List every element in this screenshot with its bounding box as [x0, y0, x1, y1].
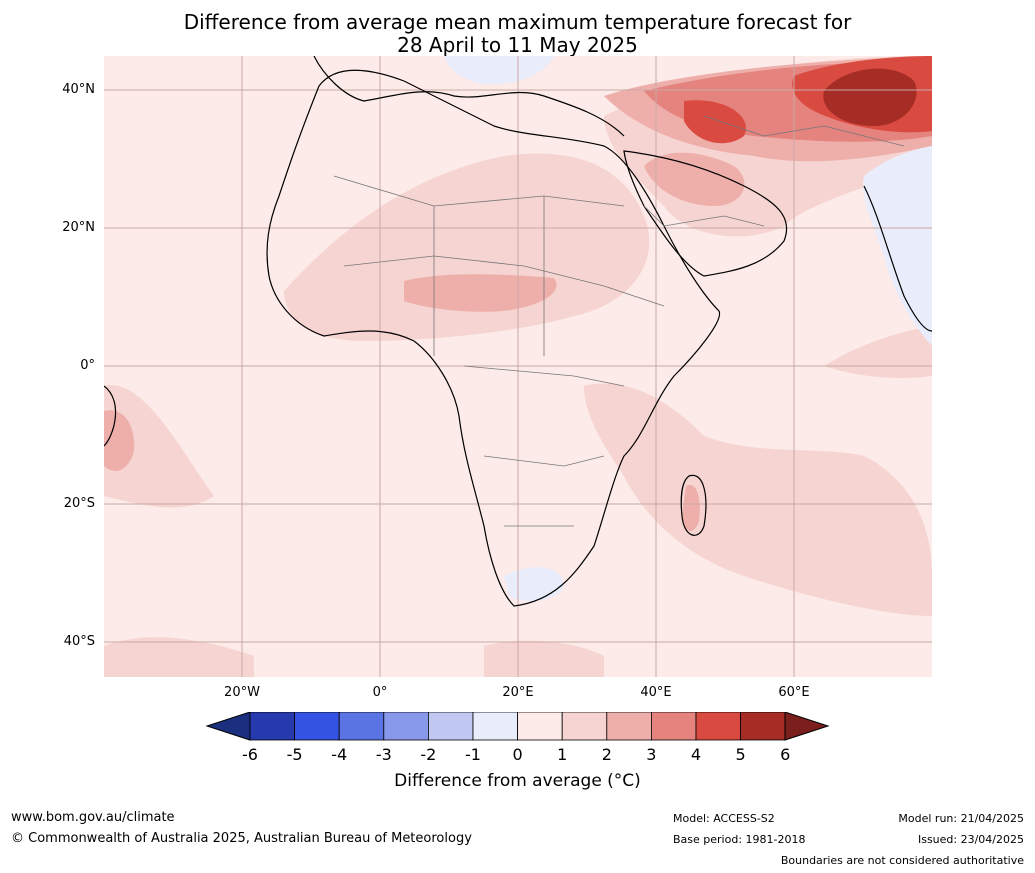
colorbar-tick-label: -4 — [331, 745, 348, 764]
footer-model-run: Model run: 21/04/2025 — [898, 812, 1024, 825]
graticule — [104, 56, 932, 677]
africa-coastline — [266, 69, 721, 607]
footer-url: www.bom.gov.au/climate — [11, 810, 175, 825]
map-title-line2: 28 April to 11 May 2025 — [397, 33, 638, 57]
footer-model: Model: ACCESS-S2 — [673, 812, 775, 825]
colorbar-box — [561, 712, 608, 741]
lat-label-0: 0° — [80, 358, 95, 373]
colorbar-tick-label: -2 — [420, 745, 437, 764]
colorbar-box — [606, 712, 652, 741]
colorbar-label: Difference from average (°C) — [394, 771, 641, 791]
colorbar-box — [472, 712, 518, 741]
south-america-coastline — [104, 385, 117, 447]
colorbar — [205, 712, 830, 741]
colorbar-tick-label: 0 — [512, 745, 523, 764]
colorbar-tick-label: 1 — [557, 745, 568, 764]
anomaly-shading — [104, 56, 932, 677]
colorbar-tick-label: 3 — [646, 745, 657, 764]
madagascar-coastline — [680, 474, 707, 536]
lon-label-60e: 60°E — [778, 685, 810, 700]
colorbar-box — [650, 712, 697, 741]
anomaly-map — [104, 56, 932, 677]
lon-label-40e: 40°E — [640, 685, 672, 700]
colorbar-tick-label: -6 — [242, 745, 258, 764]
lat-label-40s: 40°S — [63, 634, 95, 649]
colorbar-over-arrow — [784, 712, 830, 741]
colorbar-boxes — [249, 712, 786, 741]
lat-label-20n: 20°N — [62, 220, 95, 235]
lat-label-40n: 40°N — [62, 82, 95, 97]
lon-label-20w: 20°W — [224, 685, 260, 700]
footer-disclaimer: Boundaries are not considered authoritat… — [780, 854, 1024, 867]
lon-label-20e: 20°E — [502, 685, 534, 700]
colorbar-tick-label: -3 — [375, 745, 392, 764]
colorbar-tick-label: 6 — [780, 745, 791, 764]
colorbar-box — [427, 712, 474, 741]
colorbar-tick-label: 2 — [601, 745, 612, 764]
colorbar-box — [383, 712, 429, 741]
colorbar-box — [249, 712, 295, 741]
europe-coastline — [313, 56, 625, 137]
colorbar-box — [740, 712, 786, 741]
lon-label-0: 0° — [372, 685, 388, 700]
colorbar-tick-label: -1 — [465, 745, 481, 764]
colorbar-tick-label: 5 — [735, 745, 746, 764]
colorbar-box — [695, 712, 741, 741]
footer-copyright: © Commonwealth of Australia 2025, Austra… — [11, 831, 472, 846]
country-borders — [333, 115, 905, 527]
footer-base-period: Base period: 1981-2018 — [673, 833, 806, 846]
colorbar-box — [338, 712, 385, 741]
india-coastline — [863, 185, 932, 332]
colorbar-box — [517, 712, 563, 741]
coastlines — [104, 56, 932, 607]
colorbar-tick-label: -5 — [286, 745, 303, 764]
colorbar-tick-label: 4 — [690, 745, 702, 764]
lat-label-20s: 20°S — [63, 496, 95, 511]
map-title-line1: Difference from average mean maximum tem… — [183, 10, 852, 34]
colorbar-box — [294, 712, 340, 741]
colorbar-under-arrow — [205, 712, 251, 741]
footer-issued: Issued: 23/04/2025 — [917, 833, 1024, 846]
